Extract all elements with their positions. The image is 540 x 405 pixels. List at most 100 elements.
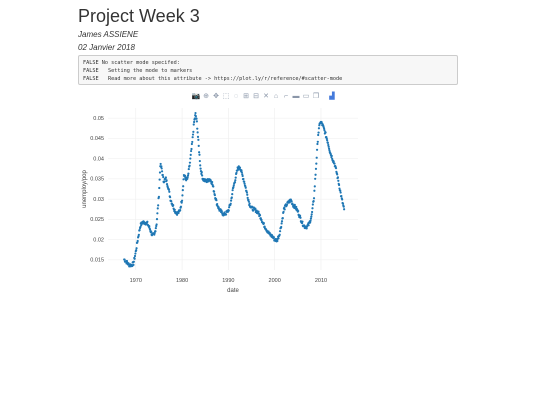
- data-point[interactable]: [336, 173, 339, 176]
- data-point[interactable]: [181, 189, 184, 192]
- data-point[interactable]: [183, 174, 187, 177]
- data-point[interactable]: [285, 203, 289, 206]
- data-point[interactable]: [309, 221, 312, 224]
- data-point[interactable]: [332, 160, 335, 163]
- data-point[interactable]: [246, 196, 249, 200]
- data-point[interactable]: [260, 218, 263, 222]
- data-point[interactable]: [240, 169, 243, 172]
- data-point[interactable]: [158, 186, 161, 190]
- data-point[interactable]: [196, 131, 199, 134]
- data-point[interactable]: [276, 239, 279, 243]
- data-point[interactable]: [162, 175, 165, 179]
- data-point[interactable]: [240, 171, 243, 174]
- data-point[interactable]: [247, 200, 250, 203]
- data-point[interactable]: [211, 180, 214, 184]
- data-point[interactable]: [317, 133, 320, 137]
- data-point[interactable]: [154, 230, 157, 233]
- data-point[interactable]: [156, 212, 159, 215]
- data-point[interactable]: [263, 225, 266, 228]
- data-point[interactable]: [290, 200, 293, 203]
- data-point[interactable]: [339, 191, 342, 194]
- data-point[interactable]: [307, 224, 310, 227]
- data-point[interactable]: [315, 162, 318, 165]
- pan-icon[interactable]: ✥: [213, 93, 219, 100]
- data-point[interactable]: [136, 239, 139, 243]
- data-point[interactable]: [283, 206, 286, 209]
- data-point[interactable]: [299, 216, 302, 219]
- spike-lines-icon[interactable]: ⌐: [283, 93, 289, 100]
- data-point[interactable]: [262, 222, 265, 225]
- data-point[interactable]: [327, 147, 331, 150]
- data-point[interactable]: [191, 140, 194, 144]
- data-point[interactable]: [188, 161, 192, 164]
- data-point[interactable]: [177, 211, 180, 214]
- data-point[interactable]: [220, 210, 223, 213]
- data-point[interactable]: [189, 157, 192, 160]
- data-point[interactable]: [245, 191, 248, 194]
- data-point[interactable]: [341, 202, 345, 205]
- data-point[interactable]: [336, 176, 340, 179]
- data-point[interactable]: [246, 193, 249, 196]
- data-point[interactable]: [139, 225, 142, 229]
- data-point[interactable]: [197, 144, 200, 147]
- data-point[interactable]: [223, 211, 226, 214]
- data-point[interactable]: [280, 225, 283, 229]
- plotly-logo-icon[interactable]: ▟: [329, 93, 335, 100]
- data-point[interactable]: [123, 258, 126, 261]
- data-point[interactable]: [132, 263, 135, 266]
- data-point[interactable]: [238, 166, 242, 169]
- data-point[interactable]: [160, 167, 163, 170]
- data-point[interactable]: [295, 205, 298, 209]
- data-point[interactable]: [254, 207, 257, 210]
- box-select-icon[interactable]: ⬚: [222, 93, 230, 100]
- data-point[interactable]: [190, 149, 193, 153]
- data-point[interactable]: [338, 187, 341, 190]
- data-point[interactable]: [324, 131, 327, 134]
- data-point[interactable]: [310, 210, 314, 214]
- data-point[interactable]: [135, 247, 138, 250]
- data-point[interactable]: [338, 183, 341, 187]
- data-point[interactable]: [326, 139, 329, 142]
- data-point[interactable]: [187, 167, 190, 171]
- data-point[interactable]: [198, 151, 201, 154]
- data-point[interactable]: [189, 153, 192, 156]
- data-point[interactable]: [305, 227, 308, 230]
- data-point[interactable]: [192, 123, 195, 126]
- autoscale-icon[interactable]: ✕: [263, 93, 269, 100]
- data-point[interactable]: [312, 197, 316, 200]
- data-point[interactable]: [173, 208, 176, 211]
- data-point[interactable]: [234, 176, 237, 179]
- data-point[interactable]: [243, 182, 246, 185]
- data-point[interactable]: [180, 199, 184, 202]
- data-point[interactable]: [224, 213, 228, 216]
- data-point[interactable]: [316, 140, 319, 143]
- data-point[interactable]: [231, 189, 234, 192]
- data-point[interactable]: [247, 198, 250, 201]
- data-point[interactable]: [192, 130, 195, 133]
- data-point[interactable]: [340, 194, 343, 198]
- data-point[interactable]: [309, 217, 313, 220]
- data-point[interactable]: [323, 129, 326, 132]
- data-point[interactable]: [258, 214, 262, 217]
- data-point[interactable]: [160, 165, 163, 168]
- data-point[interactable]: [309, 219, 312, 222]
- data-point[interactable]: [199, 167, 202, 170]
- data-point[interactable]: [341, 198, 344, 201]
- data-point[interactable]: [191, 133, 195, 136]
- camera-icon[interactable]: 📷: [191, 93, 201, 100]
- data-point[interactable]: [230, 196, 233, 199]
- data-point[interactable]: [159, 162, 162, 166]
- data-point[interactable]: [212, 185, 215, 188]
- data-point[interactable]: [315, 156, 318, 159]
- data-point[interactable]: [154, 227, 157, 230]
- data-point[interactable]: [312, 200, 315, 203]
- data-point[interactable]: [134, 252, 137, 255]
- data-point[interactable]: [190, 142, 193, 146]
- data-point[interactable]: [277, 237, 280, 240]
- data-point[interactable]: [251, 209, 255, 212]
- data-point[interactable]: [229, 199, 233, 202]
- data-point[interactable]: [133, 254, 137, 258]
- data-point[interactable]: [215, 199, 218, 202]
- data-point[interactable]: [317, 127, 321, 130]
- data-point[interactable]: [191, 136, 194, 139]
